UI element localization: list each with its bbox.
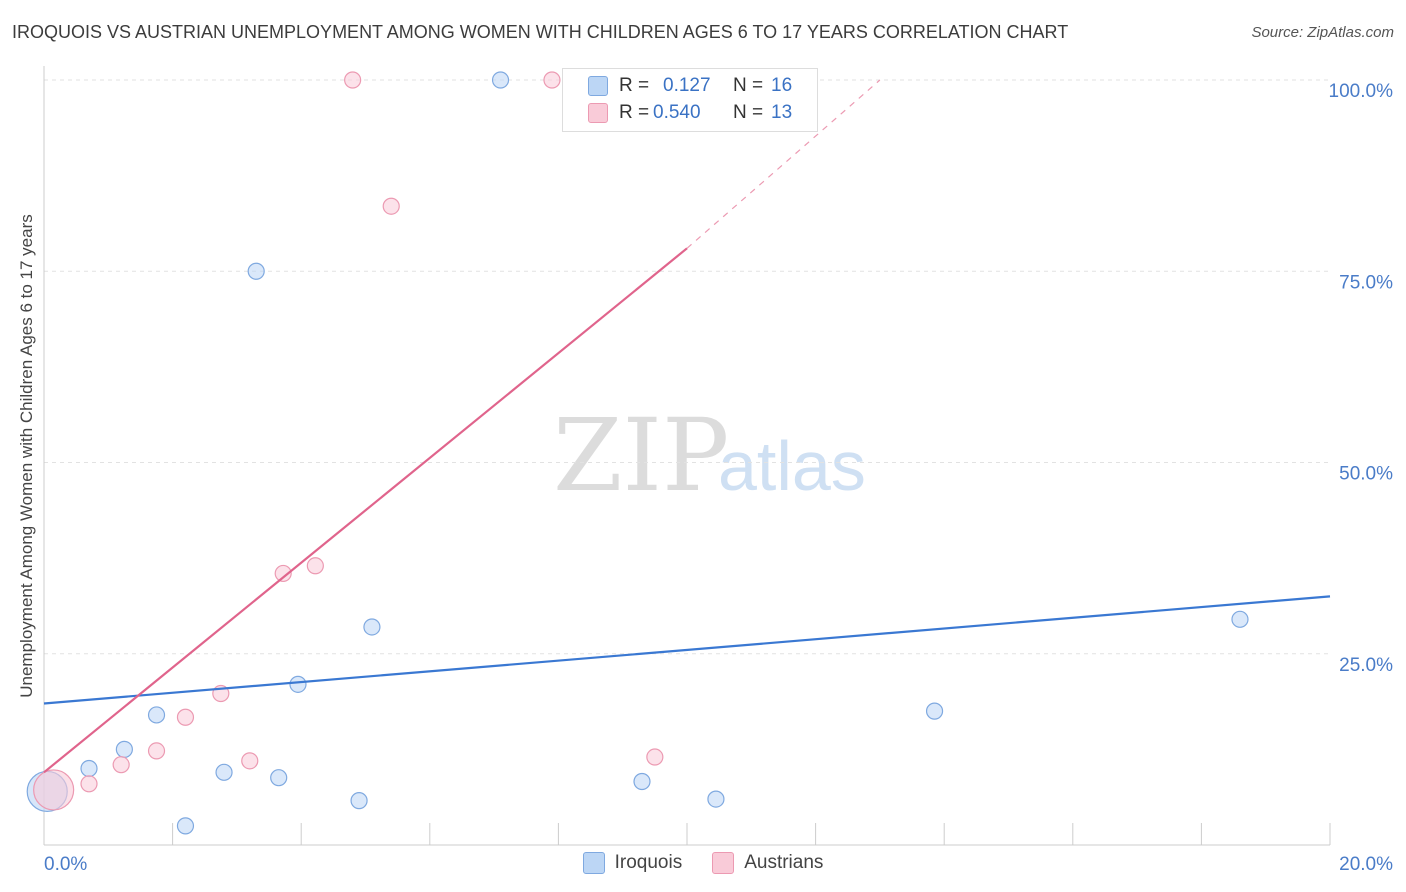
watermark-zip: ZIP <box>553 397 729 514</box>
stats-legend: R = 0.127 N = 16 R = 0.540 N = 13 <box>562 68 818 132</box>
x-tick-label-0: 0.0% <box>44 854 87 875</box>
iroquois-point-2 <box>115 740 133 758</box>
iroquois-point-6 <box>247 262 265 280</box>
iroquois-point-5 <box>215 763 233 781</box>
legend-swatch-austrians <box>712 852 735 874</box>
austrians-point-12 <box>646 748 664 766</box>
legend-label-austrians: Austrians <box>744 852 824 873</box>
legend-item-austrians[interactable]: Austrians <box>712 852 823 874</box>
austrians-n-value: 13 <box>771 102 793 123</box>
y-tick-label-0: 25.0% <box>1339 655 1393 676</box>
iroquois-point-4 <box>176 817 195 835</box>
legend-item-iroquois[interactable]: Iroquois <box>582 852 683 874</box>
iroquois-point-10 <box>363 618 381 636</box>
iroquois-point-12 <box>633 772 651 791</box>
iroquois-point-9 <box>350 792 368 810</box>
iroquois-trend-line <box>43 595 1331 705</box>
bottom-legend: Iroquois Austrians <box>0 852 1406 874</box>
austrians-point-3 <box>147 742 166 760</box>
iroquois-point-1 <box>80 759 98 778</box>
austrians-point-6 <box>241 752 259 770</box>
austrians-point-9 <box>344 71 362 89</box>
legend-swatch-iroquois <box>582 852 605 874</box>
iroquois-swatch <box>588 76 608 96</box>
chart-source: Source: ZipAtlas.com <box>1251 24 1394 41</box>
austrians-trend-line <box>43 247 688 774</box>
austrians-r-value: 0.540 <box>653 102 701 123</box>
iroquois-r-label: R = <box>619 75 650 96</box>
iroquois-point-13 <box>707 790 725 808</box>
iroquois-n-label: N = <box>733 75 764 96</box>
austrians-point-10 <box>382 197 400 215</box>
iroquois-point-3 <box>147 706 166 724</box>
austrians-point-1 <box>80 775 98 793</box>
legend-label-iroquois: Iroquois <box>614 852 683 873</box>
austrians-point-2 <box>112 756 130 774</box>
iroquois-point-11 <box>491 71 510 89</box>
y-tick-label-3: 100.0% <box>1329 81 1394 102</box>
chart-title: IROQUOIS VS AUSTRIAN UNEMPLOYMENT AMONG … <box>12 22 1069 42</box>
y-tick-label-1: 50.0% <box>1339 464 1393 485</box>
austrians-point-4 <box>176 708 195 726</box>
austrians-point-11 <box>543 71 561 89</box>
austrians-point-0 <box>33 769 75 811</box>
watermark-atlas: atlas <box>718 427 866 505</box>
iroquois-n-value: 16 <box>771 75 793 96</box>
iroquois-point-15 <box>1231 610 1249 628</box>
austrians-swatch <box>588 103 608 123</box>
iroquois-point-8 <box>289 675 307 693</box>
austrians-r-label: R = <box>619 102 650 123</box>
austrians-n-label: N = <box>733 102 764 123</box>
austrians-point-8 <box>306 557 324 575</box>
iroquois-point-7 <box>270 769 288 787</box>
iroquois-r-value: 0.127 <box>663 75 711 96</box>
iroquois-point-14 <box>925 702 944 720</box>
austrians-point-7 <box>274 564 292 583</box>
x-tick-label-1: 20.0% <box>1339 854 1393 875</box>
y-tick-label-2: 75.0% <box>1339 272 1393 293</box>
